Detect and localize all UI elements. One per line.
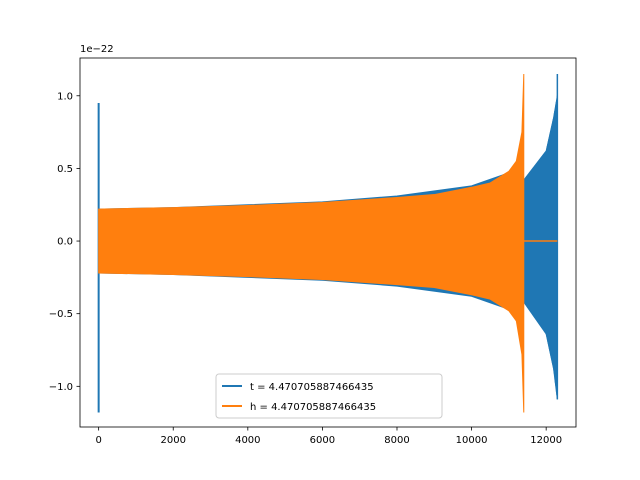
legend-label: t = 4.470705887466435 xyxy=(250,382,374,393)
legend-label: h = 4.470705887466435 xyxy=(250,402,376,413)
x-tick-label: 10000 xyxy=(456,435,488,446)
legend: t = 4.470705887466435 h = 4.4707058874664… xyxy=(215,373,443,419)
x-tick-label: 12000 xyxy=(530,435,562,446)
y-tick-label: −0.5 xyxy=(49,309,73,320)
x-tick-label: 2000 xyxy=(161,435,186,446)
y-axis: −1.0 −0.5 0.0 0.5 1.0 xyxy=(49,91,80,393)
y-tick-label: 0.5 xyxy=(57,164,73,175)
plot-area xyxy=(97,73,559,413)
y-tick-label: 0.0 xyxy=(57,237,73,248)
x-tick-label: 4000 xyxy=(235,435,260,446)
y-offset-label: 1e−22 xyxy=(80,44,114,55)
legend-box xyxy=(215,373,443,419)
x-tick-label: 6000 xyxy=(310,435,335,446)
series-t-tail-line xyxy=(523,95,558,398)
y-tick-label: −1.0 xyxy=(49,382,73,393)
series-h-envelope xyxy=(98,73,525,413)
x-tick-label: 8000 xyxy=(384,435,409,446)
axes-frame xyxy=(79,57,577,428)
y-tick-label: 1.0 xyxy=(57,91,73,102)
x-axis: 0 2000 4000 6000 8000 10000 12000 xyxy=(95,427,562,446)
axes-border xyxy=(79,57,577,428)
x-tick-label: 0 xyxy=(95,435,101,446)
